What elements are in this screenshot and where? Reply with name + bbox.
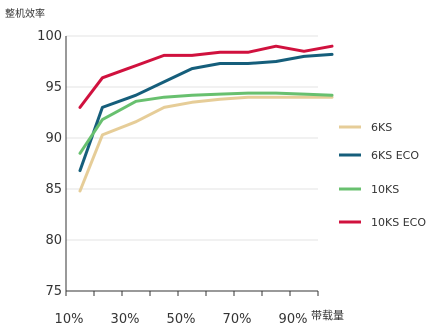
gridlines <box>66 35 318 241</box>
series-line-6ks <box>78 95 334 193</box>
x-tick-label: 70% <box>223 312 252 327</box>
series-line-10ks-eco <box>78 44 334 109</box>
x-tick-label: 10% <box>55 312 84 327</box>
legend-label: 6KS ECO <box>371 149 419 162</box>
legend-label: 10KS <box>371 183 399 196</box>
series-line-10ks <box>78 91 334 155</box>
y-tick-label: 85 <box>45 182 62 197</box>
y-tick-label: 100 <box>37 29 62 44</box>
x-tick-label: 50% <box>167 312 196 327</box>
legend-label: 6KS <box>371 121 392 134</box>
y-tick-label: 75 <box>45 284 62 299</box>
x-tick-label: 90% <box>279 312 308 327</box>
legend: 6KS 6KS ECO 10KS 10KS ECO <box>339 121 426 229</box>
series-line-6ks-eco <box>78 52 334 173</box>
axes <box>65 36 319 296</box>
series-lines <box>78 44 334 193</box>
y-tick-label: 95 <box>45 80 62 95</box>
x-tick-label: 30% <box>111 312 140 327</box>
x-tick-labels: 10% 30% 50% 70% 90% <box>55 312 308 327</box>
legend-label: 10KS ECO <box>371 216 426 229</box>
y-axis-label: 整机效率 <box>5 7 45 20</box>
x-axis-label: 带载量 <box>311 309 344 322</box>
y-tick-labels: 75 80 85 90 95 100 <box>37 29 62 299</box>
y-tick-label: 90 <box>45 131 62 146</box>
y-tick-label: 80 <box>45 233 62 248</box>
